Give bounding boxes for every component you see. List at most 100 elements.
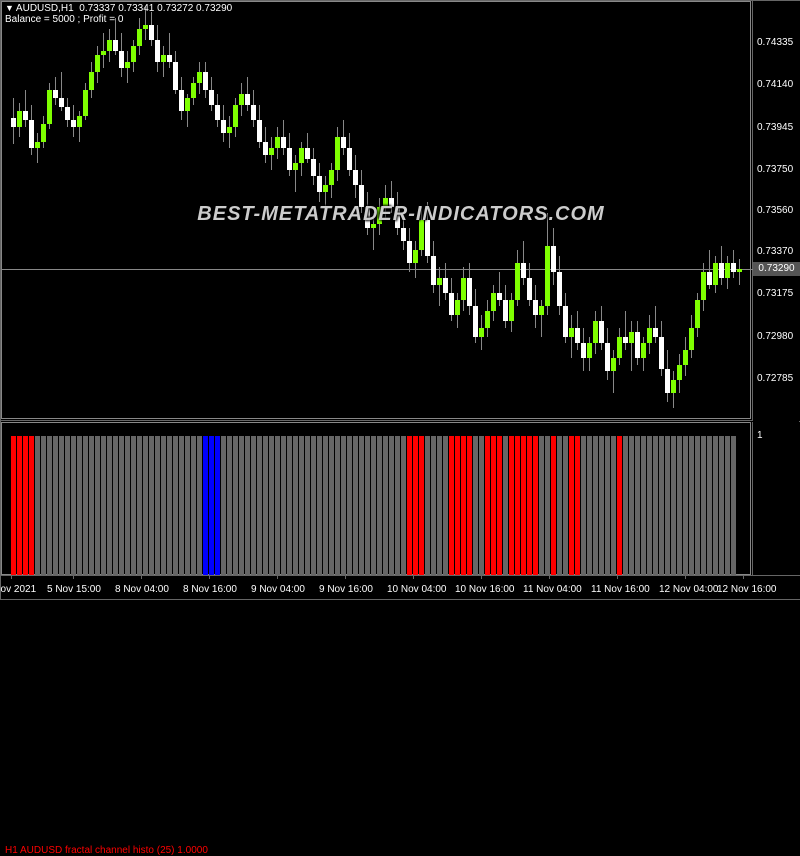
histo-bar bbox=[77, 436, 82, 576]
histo-bar bbox=[443, 436, 448, 576]
symbol-label: AUDUSD,H1 bbox=[16, 3, 74, 14]
histo-bar bbox=[581, 436, 586, 576]
histo-bar bbox=[437, 436, 442, 576]
histo-bar bbox=[347, 436, 352, 576]
histo-bar bbox=[113, 436, 118, 576]
price-tick: 0.72785 bbox=[757, 373, 793, 384]
histo-bar bbox=[251, 436, 256, 576]
histo-bar bbox=[575, 436, 580, 576]
histo-bar bbox=[173, 436, 178, 576]
histo-bar bbox=[677, 436, 682, 576]
histo-bar bbox=[185, 436, 190, 576]
histo-bar bbox=[371, 436, 376, 576]
price-tick: 0.73945 bbox=[757, 122, 793, 133]
histo-bar bbox=[521, 436, 526, 576]
histo-bar bbox=[485, 436, 490, 576]
time-tick: 12 Nov 04:00 bbox=[659, 584, 719, 595]
histo-bar bbox=[107, 436, 112, 576]
time-tick: 8 Nov 04:00 bbox=[115, 584, 169, 595]
histo-bar bbox=[203, 436, 208, 576]
histo-bar bbox=[131, 436, 136, 576]
histo-bar bbox=[383, 436, 388, 576]
histo-bar bbox=[269, 436, 274, 576]
histo-bar bbox=[239, 436, 244, 576]
time-tick: 11 Nov 04:00 bbox=[523, 584, 582, 595]
histo-bar bbox=[629, 436, 634, 576]
histo-bar bbox=[725, 436, 730, 576]
time-tick: 10 Nov 04:00 bbox=[387, 584, 447, 595]
ohlc-label: 0.73337 0.73341 0.73272 0.73290 bbox=[79, 3, 232, 14]
histo-bar bbox=[143, 436, 148, 576]
mt4-window: ▼AUDUSD,H1 0.73337 0.73341 0.73272 0.732… bbox=[0, 0, 800, 600]
histo-bar bbox=[215, 436, 220, 576]
histo-bar bbox=[611, 436, 616, 576]
histo-bar bbox=[149, 436, 154, 576]
histo-bar bbox=[29, 436, 34, 576]
histo-bar bbox=[587, 436, 592, 576]
histo-bar bbox=[455, 436, 460, 576]
histo-bar bbox=[191, 436, 196, 576]
histo-bar bbox=[533, 436, 538, 576]
histo-bar bbox=[425, 436, 430, 576]
histo-bar bbox=[275, 436, 280, 576]
histo-bar bbox=[683, 436, 688, 576]
histo-bar bbox=[41, 436, 46, 576]
histo-bar bbox=[227, 436, 232, 576]
histo-bar bbox=[137, 436, 142, 576]
histo-bar bbox=[221, 436, 226, 576]
histo-bar bbox=[95, 436, 100, 576]
histo-bar bbox=[401, 436, 406, 576]
histo-bar bbox=[179, 436, 184, 576]
histo-bar bbox=[197, 436, 202, 576]
histo-bar bbox=[329, 436, 334, 576]
price-tick: 0.74335 bbox=[757, 37, 793, 48]
indicator-tick: 1 bbox=[757, 430, 763, 441]
histo-bar bbox=[503, 436, 508, 576]
histo-bar bbox=[545, 436, 550, 576]
histo-bar bbox=[125, 436, 130, 576]
histo-bar bbox=[413, 436, 418, 576]
histo-bar bbox=[53, 436, 58, 576]
histo-bar bbox=[281, 436, 286, 576]
histo-bar bbox=[233, 436, 238, 576]
histo-bar bbox=[317, 436, 322, 576]
indicator-panel[interactable]: H1 AUDUSD fractal channel histo (25) 1.0… bbox=[1, 422, 753, 577]
dropdown-icon[interactable]: ▼ bbox=[5, 3, 14, 13]
price-tick: 0.73560 bbox=[757, 205, 793, 216]
time-tick: 5 Nov 15:00 bbox=[47, 584, 101, 595]
histo-bar bbox=[353, 436, 358, 576]
histo-bar bbox=[17, 436, 22, 576]
histo-bar bbox=[59, 436, 64, 576]
histo-bar bbox=[257, 436, 262, 576]
histo-bar bbox=[539, 436, 544, 576]
histo-bar bbox=[83, 436, 88, 576]
histo-bar bbox=[119, 436, 124, 576]
histo-bar bbox=[689, 436, 694, 576]
price-tick: 0.74140 bbox=[757, 79, 793, 90]
histo-bar bbox=[263, 436, 268, 576]
histo-bar bbox=[647, 436, 652, 576]
watermark: BEST-METATRADER-INDICATORS.COM bbox=[121, 203, 681, 226]
histo-bar bbox=[617, 436, 622, 576]
histo-bar bbox=[509, 436, 514, 576]
histo-bar bbox=[389, 436, 394, 576]
histo-bar bbox=[497, 436, 502, 576]
chart-header: ▼AUDUSD,H1 0.73337 0.73341 0.73272 0.732… bbox=[5, 3, 232, 25]
indicator-axis: 1 bbox=[753, 422, 800, 577]
histo-bar bbox=[713, 436, 718, 576]
histo-bar bbox=[599, 436, 604, 576]
histo-bar bbox=[659, 436, 664, 576]
time-axis: 5 Nov 20215 Nov 15:008 Nov 04:008 Nov 16… bbox=[1, 575, 800, 599]
histo-bar bbox=[407, 436, 412, 576]
histo-bar bbox=[335, 436, 340, 576]
time-tick: 5 Nov 2021 bbox=[0, 584, 36, 595]
time-tick: 11 Nov 16:00 bbox=[591, 584, 650, 595]
histo-bar bbox=[461, 436, 466, 576]
histo-bar bbox=[359, 436, 364, 576]
histo-bar bbox=[527, 436, 532, 576]
price-tick: 0.73370 bbox=[757, 246, 793, 257]
histo-bar bbox=[11, 436, 16, 576]
histo-bar bbox=[605, 436, 610, 576]
histo-bar bbox=[395, 436, 400, 576]
main-chart[interactable]: ▼AUDUSD,H1 0.73337 0.73341 0.73272 0.732… bbox=[1, 1, 753, 421]
